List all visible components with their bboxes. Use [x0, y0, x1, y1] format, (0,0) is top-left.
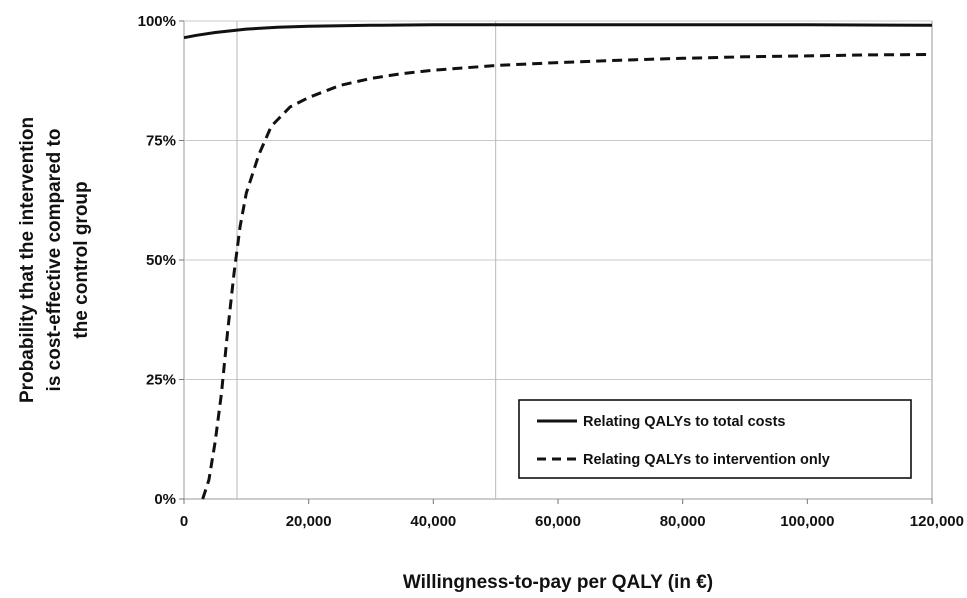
x-tick-label-3: 60,000 — [535, 513, 581, 530]
series-lines — [183, 23, 933, 500]
y-axis-title-line-1: Probability that the intervention — [17, 117, 38, 403]
y-tick-label-3: 75% — [146, 133, 176, 150]
x-axis-title: Willingness-to-pay per QALY (in €) — [403, 572, 713, 593]
y-axis-title-line-2: is cost-effective compared to — [44, 129, 65, 392]
legend-label-intervention-only: Relating QALYs to intervention only — [583, 452, 830, 468]
legend-label-total-costs: Relating QALYs to total costs — [583, 414, 786, 430]
series-line-1 — [201, 53, 933, 500]
x-tick-label-5: 100,000 — [780, 513, 834, 530]
y-axis-title: Probability that the intervention is cos… — [17, 117, 92, 403]
gridlines — [184, 20, 932, 380]
y-tick-label-1: 25% — [146, 372, 176, 389]
legend: Relating QALYs to total costs Relating Q… — [518, 399, 912, 479]
y-axis-title-line-3: the control group — [71, 181, 92, 338]
series-line-0 — [183, 23, 933, 40]
x-tick-label-4: 80,000 — [660, 513, 706, 530]
x-tick-label-2: 40,000 — [410, 513, 456, 530]
y-tick-label-4: 100% — [138, 13, 176, 30]
x-tick-label-1: 20,000 — [286, 513, 332, 530]
x-axis-ticks: 0 20,000 40,000 60,000 80,000 100,000 120,000 — [180, 499, 964, 530]
legend-box — [518, 399, 912, 479]
x-tick-label-6: 120,000 — [910, 513, 964, 530]
x-tick-label-0: 0 — [180, 513, 188, 530]
y-tick-label-2: 50% — [146, 252, 176, 269]
y-axis-ticks: 0% 25% 50% 75% 100% — [138, 13, 184, 508]
y-tick-label-0: 0% — [154, 491, 176, 508]
